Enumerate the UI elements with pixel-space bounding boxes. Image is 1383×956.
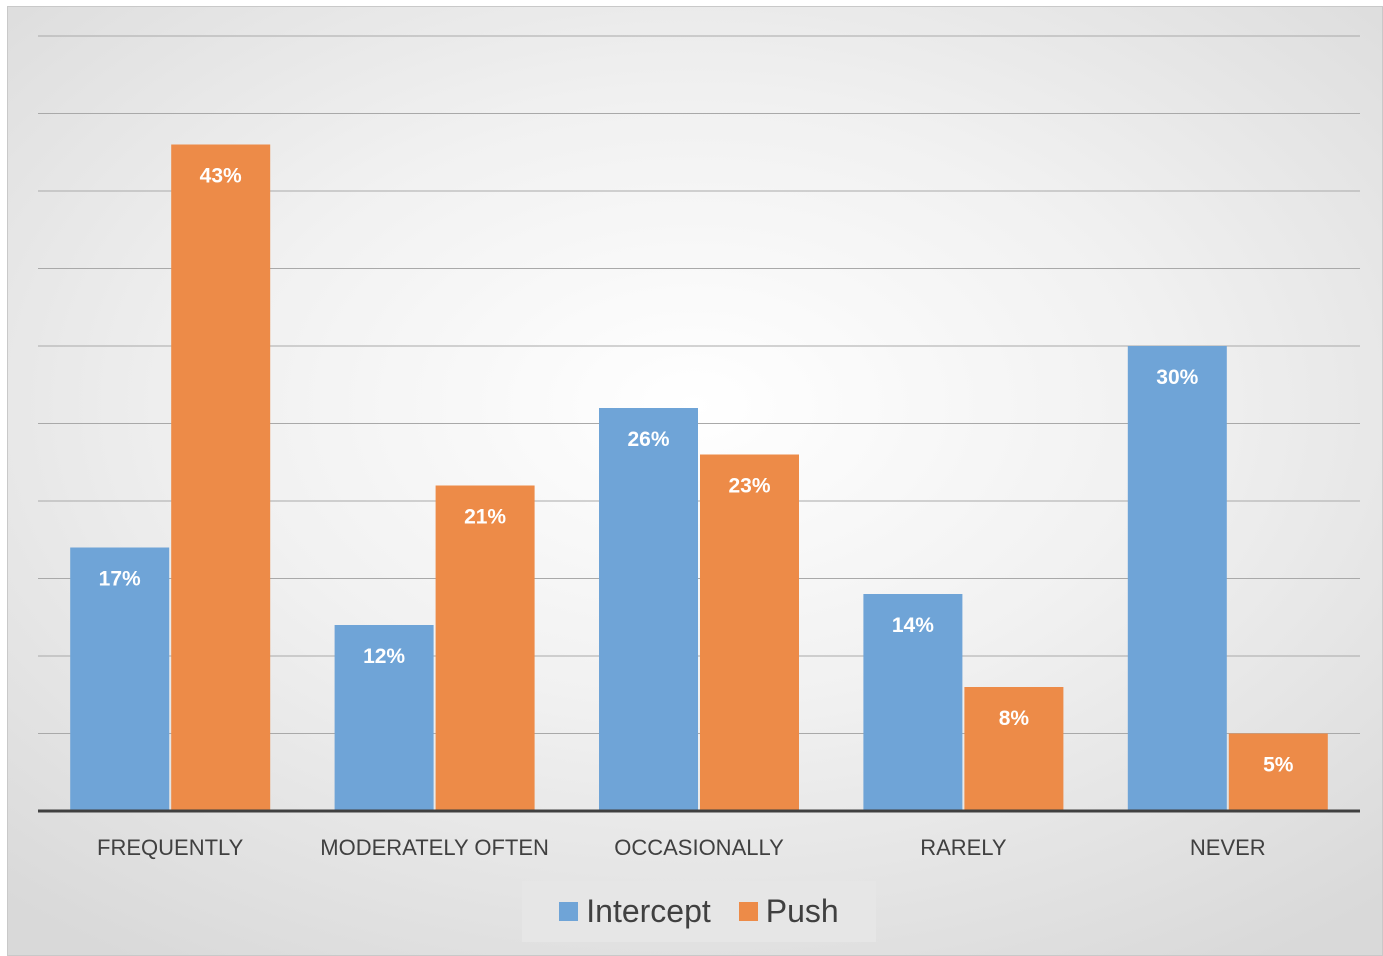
legend-label-push: Push (765, 893, 839, 929)
bar-intercept-rarely (863, 594, 963, 811)
data-label-intercept-never: 30% (1156, 366, 1198, 389)
data-label-push-moderately-often: 21% (464, 506, 506, 529)
legend-item-intercept: Intercept (559, 893, 711, 930)
bar-push-moderately-often (435, 485, 535, 811)
data-label-intercept-frequently: 17% (99, 568, 141, 591)
category-label: OCCASIONALLY (614, 835, 784, 860)
legend-label-intercept: Intercept (586, 893, 711, 929)
bar-intercept-never (1127, 346, 1227, 811)
bar-push-frequently (171, 144, 271, 811)
legend-item-push: Push (738, 893, 839, 930)
category-label: FREQUENTLY (97, 835, 244, 860)
bars (70, 144, 1328, 811)
category-label: RARELY (920, 835, 1007, 860)
bar-push-rarely (964, 687, 1064, 811)
data-labels: 17% 43% 12% 21% 26% 23% 14% 8% 30% 5% (99, 165, 1294, 777)
bar-intercept-frequently (70, 547, 170, 811)
category-label: NEVER (1190, 835, 1266, 860)
legend-swatch-push (738, 902, 758, 921)
data-label-intercept-occasionally: 26% (627, 428, 669, 451)
data-label-push-rarely: 8% (999, 707, 1030, 730)
bar-intercept-moderately-often (334, 625, 434, 811)
bar-push-occasionally (700, 454, 799, 811)
legend-swatch-intercept (559, 902, 579, 921)
data-label-push-never: 5% (1263, 754, 1294, 777)
bar-push-never (1228, 733, 1328, 811)
data-label-intercept-rarely: 14% (892, 614, 934, 637)
data-label-push-occasionally: 23% (728, 475, 770, 498)
category-label: MODERATELY OFTEN (320, 835, 549, 860)
data-label-intercept-moderately-often: 12% (363, 645, 405, 668)
legend: Intercept Push (522, 881, 876, 942)
bar-intercept-occasionally (599, 408, 698, 811)
data-label-push-frequently: 43% (200, 165, 242, 188)
category-labels: FREQUENTLY MODERATELY OFTEN OCCASIONALLY RA… (97, 835, 1266, 860)
